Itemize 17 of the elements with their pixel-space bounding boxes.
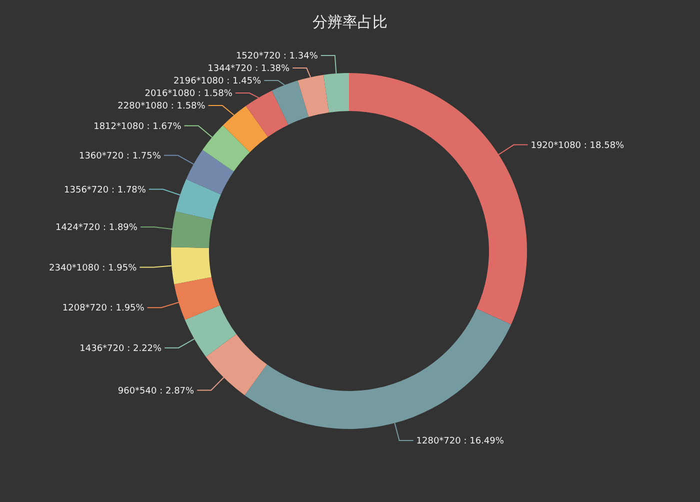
slice-label: 2016*1080 : 1.58% (144, 89, 233, 100)
slice-label: 960*540 : 2.87% (118, 386, 195, 396)
slice-label: 1344*720 : 1.38% (208, 64, 290, 74)
donut-slice (349, 73, 527, 324)
chart-title: 分辨率占比 (312, 13, 388, 31)
slice-label: 1520*720 : 1.34% (236, 52, 318, 62)
slice-label: 2340*1080 : 1.95% (49, 263, 138, 274)
slice-label: 1208*720 : 1.95% (62, 304, 145, 314)
slice-label: 1356*720 : 1.78% (64, 185, 146, 196)
slice-label: 1812*1080 : 1.67% (94, 122, 182, 132)
slice-label: 1920*1080 : 18.58% (530, 140, 625, 151)
slice-label: 2196*1080 : 1.45% (173, 76, 262, 87)
slice-label: 1436*720 : 2.22% (80, 344, 162, 354)
slice-label: 1360*720 : 1.75% (78, 152, 162, 162)
slice-label: 1424*720 : 1.89% (56, 223, 138, 234)
slice-label: 2280*1080 : 1.58% (118, 102, 206, 112)
slice-label: 1280*720 : 16.49% (416, 436, 504, 447)
